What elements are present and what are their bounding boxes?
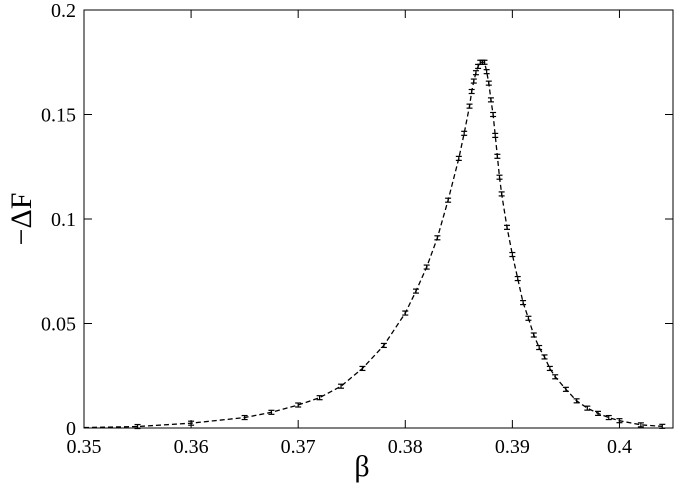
y-tick-label: 0.1 [51, 209, 76, 231]
data-point [402, 310, 409, 316]
x-tick-label: 0.37 [281, 436, 316, 458]
x-tick-label: 0.36 [174, 436, 209, 458]
data-point [134, 423, 141, 430]
y-tick-label: 0.15 [41, 105, 76, 127]
series-line [83, 61, 663, 429]
x-tick-label: 0.35 [67, 436, 102, 458]
data-point [423, 264, 430, 270]
data-point [530, 332, 537, 338]
data-point [483, 69, 490, 75]
data-point [268, 409, 275, 415]
y-tick-label: 0.05 [41, 314, 76, 336]
data-point [498, 191, 505, 197]
data-point [434, 235, 441, 241]
data-point [468, 88, 475, 95]
data-point [541, 354, 548, 360]
data-point [605, 414, 612, 421]
x-tick-label: 0.38 [388, 436, 423, 458]
data-point [241, 414, 248, 421]
data-point [552, 374, 559, 380]
y-tick-label: 0 [66, 418, 76, 440]
data-point [616, 418, 623, 424]
data-point [490, 111, 497, 118]
data-point [470, 78, 477, 84]
data-point [637, 422, 644, 428]
data-point [475, 63, 482, 70]
data-point [509, 251, 516, 258]
y-axis-title: −ΔF [5, 193, 38, 246]
data-point [659, 423, 666, 429]
data-point [520, 300, 527, 306]
data-point [546, 365, 553, 372]
data-point [412, 288, 419, 294]
data-point [562, 386, 569, 392]
data-point [584, 405, 591, 411]
data-point [295, 402, 302, 408]
data-point [188, 420, 195, 426]
data-point [316, 395, 323, 401]
data-point [573, 398, 580, 404]
x-axis-title: β [354, 450, 369, 483]
x-tick-label: 0.4 [607, 436, 632, 458]
data-point [504, 224, 511, 230]
x-tick-label: 0.39 [495, 436, 530, 458]
data-point [492, 132, 499, 138]
y-tick-label: 0.2 [51, 0, 76, 22]
axis-ticks: 0.35 0.36 0.37 0.38 0.39 0.4 0 0.05 0.1 0.15 0.2 [41, 0, 673, 458]
data-series [83, 59, 666, 430]
data-point [461, 130, 468, 136]
data-point [466, 103, 473, 109]
data-point [455, 155, 462, 161]
data-point [494, 153, 501, 159]
data-point [472, 70, 479, 76]
data-point [496, 174, 503, 180]
data-point [338, 383, 345, 389]
data-point [445, 197, 452, 203]
data-point [481, 59, 488, 65]
data-point [485, 80, 492, 86]
data-point [536, 344, 543, 351]
data-point [380, 342, 387, 349]
data-point [525, 315, 532, 321]
data-point [514, 275, 521, 282]
data-point [359, 365, 366, 372]
data-point [487, 97, 494, 103]
data-point [595, 410, 602, 416]
plot-frame [83, 9, 674, 429]
